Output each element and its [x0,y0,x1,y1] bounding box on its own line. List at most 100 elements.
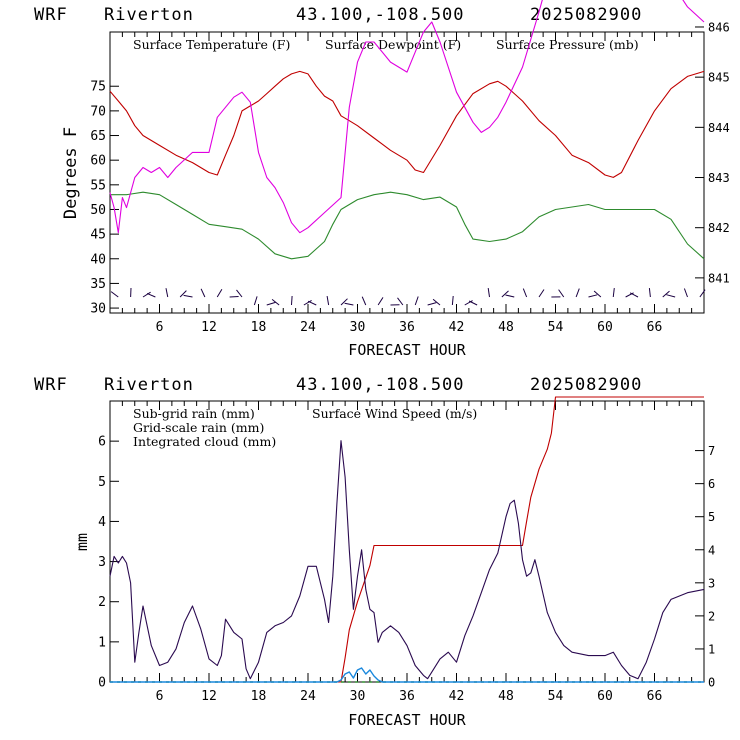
wind-barb [588,294,598,298]
x-tick-label: 60 [597,689,613,704]
x-tick-label: 18 [251,689,267,704]
wind-barb [451,295,454,306]
wind-barb [432,298,441,306]
panel1-series [109,0,705,260]
y2-tick-label: 1 [708,642,715,656]
wind-barb [361,296,367,306]
panel1-coords-label: 43.100,-108.500 [296,5,465,25]
wind-barb [266,301,276,306]
wind-barb [397,297,404,306]
x-tick-label: 42 [449,320,465,335]
y2-tick-label: 0 [708,676,715,690]
wind-barb [110,291,119,298]
y2-tick-label: 6 [708,477,715,491]
wind-barb [505,294,515,298]
y-tick-label: 0 [98,676,106,691]
wind-barb [625,292,634,298]
panel1-model-label: WRF [34,5,68,25]
y-tick-label: 2 [98,595,106,610]
wind-barb [538,289,545,298]
legend-gridscale-rain: Grid-scale rain (mm) [133,420,264,435]
wind-barb [183,294,193,298]
panel1-y-axis-label: Degrees F [61,127,81,219]
y-tick-label: 35 [90,277,106,292]
x-tick-label: 60 [597,320,613,335]
x-tick-label: 18 [251,320,267,335]
precipitation-panel: WRF Riverton 43.100,-108.500 2025082900 … [34,375,715,729]
x-tick-label: 6 [156,689,164,704]
panel2-y2-ticks: 0 1 2 3 4 5 6 7 [695,444,715,690]
legend-subgrid-rain: Sub-grid rain (mm) [133,406,255,421]
x-tick-label: 48 [498,689,514,704]
y-tick-label: 45 [90,228,106,243]
y2-tick-label: 845 [708,71,730,85]
y2-tick-label: 844 [708,121,730,135]
y-tick-label: 6 [98,435,106,450]
x-tick-label: 42 [449,689,465,704]
x-tick-label: 66 [647,320,663,335]
wind-barb [648,288,651,298]
panel2-y-axis-label: mm [73,533,91,551]
y-tick-label: 30 [90,302,106,317]
y-tick-label: 5 [98,475,106,490]
panel1-x-axis-label: FORECAST HOUR [348,341,466,359]
x-tick-label: 36 [399,320,415,335]
x-tick-label: 66 [647,689,663,704]
panel1-station-label: Riverton [104,5,194,25]
wind-barb [165,288,169,298]
wind-barb [340,298,348,306]
panel2-x-axis-label: FORECAST HOUR [348,711,466,729]
x-tick-label: 12 [201,689,217,704]
y-tick-label: 40 [90,252,106,267]
wind-barb [522,288,528,298]
wind-barb [326,296,330,306]
wind-barb [303,299,312,306]
wind-barb [699,289,706,298]
panel2-init-time-label: 2025082900 [530,375,642,395]
x-tick-label: 36 [399,689,415,704]
wind-barb [575,288,580,298]
wind-barb [291,295,293,306]
wind-barb [142,291,151,298]
wind-barb [253,296,258,306]
y2-tick-label: 841 [708,271,730,285]
y2-tick-label: 3 [708,576,715,590]
y2-tick-label: 2 [708,609,715,623]
wind-barb [307,300,317,306]
subgrid-rain-line [110,396,704,683]
wind-barb [468,300,478,306]
panel1-y-ticks: 30 35 40 45 50 55 60 65 70 75 [90,80,119,317]
wind-barb [593,290,602,298]
panel1-plot-frame [109,31,705,314]
dewpoint-line [110,191,705,260]
wind-barb [414,296,419,306]
y2-tick-label: 842 [708,221,730,235]
wind-barb [236,289,243,298]
x-tick-label: 54 [548,320,564,335]
legend-temperature: Surface Temperature (F) [133,37,290,52]
x-tick-label: 6 [156,320,164,335]
temperature-panel: WRF Riverton 43.100,-108.500 2025082900 … [34,0,730,359]
y-tick-label: 1 [98,635,106,650]
panel2-x-ticks: 6 12 18 24 30 36 42 48 54 60 66 [121,401,693,704]
integrated-cloud-line [110,667,704,683]
panel2-series [109,396,705,683]
y-tick-label: 75 [90,80,106,95]
wind-barb [427,302,437,306]
wind-barb [683,288,688,298]
panel1-init-time-label: 2025082900 [530,5,642,25]
wind-barbs [110,287,706,306]
y-tick-label: 50 [90,203,106,218]
x-tick-label: 12 [201,320,217,335]
y2-tick-label: 846 [708,20,730,34]
wind-barb [487,288,490,298]
x-tick-label: 30 [350,320,366,335]
y2-tick-label: 4 [708,543,715,557]
pressure-line [109,0,705,234]
y2-tick-label: 843 [708,171,730,185]
wind-speed-line [109,440,705,680]
panel2-coords-label: 43.100,-108.500 [296,375,465,395]
panel2-model-label: WRF [34,375,68,395]
wind-barb [216,289,223,298]
